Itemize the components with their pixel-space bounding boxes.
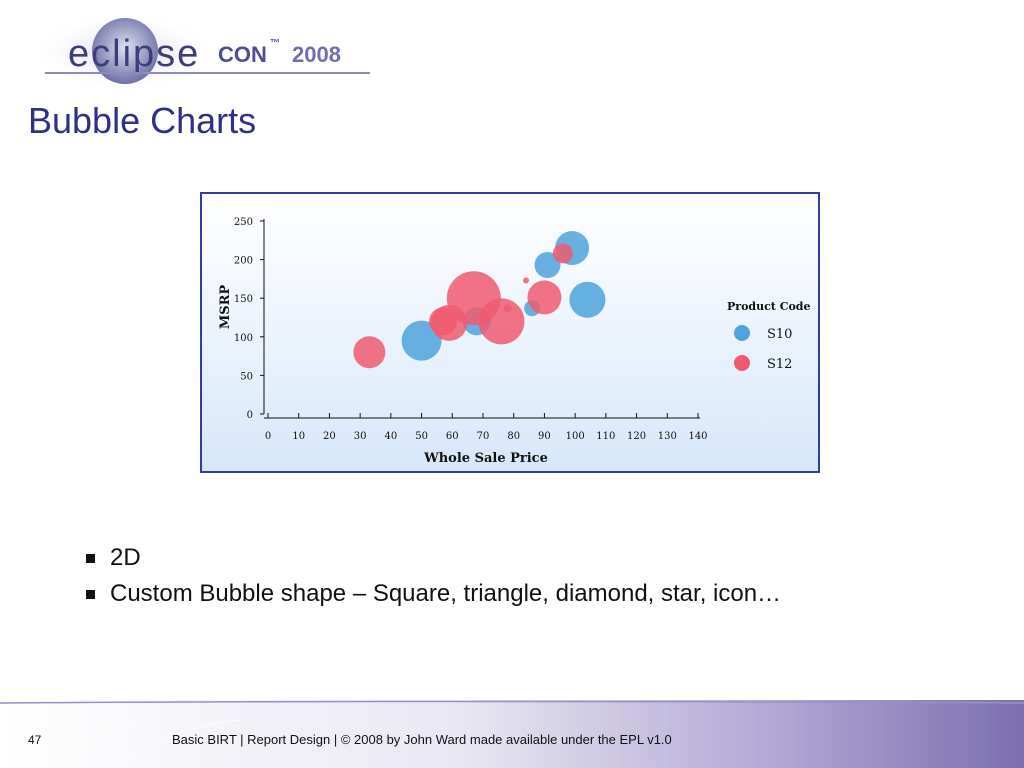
logo-year-text: 2008 bbox=[292, 42, 341, 67]
bubble-s10 bbox=[401, 320, 442, 361]
x-tick-label: 70 bbox=[477, 431, 490, 442]
bullet-square-icon bbox=[86, 590, 95, 599]
bubble-plot-area bbox=[353, 231, 606, 369]
x-tick-label: 120 bbox=[627, 431, 646, 442]
bullet-list: 2D Custom Bubble shape – Square, triangl… bbox=[86, 540, 781, 612]
x-axis-title: Whole Sale Price bbox=[423, 451, 548, 466]
bullet-text: 2D bbox=[110, 544, 141, 571]
bubble-s12 bbox=[523, 277, 529, 284]
x-tick-label: 130 bbox=[658, 431, 677, 442]
x-tick-label: 0 bbox=[265, 431, 271, 442]
slide-title: Bubble Charts bbox=[28, 100, 257, 141]
bubble-chart-svg: 0 50 100 150 200 250 0 10 20 30 40 50 60 70 80 90 100 11… bbox=[218, 217, 810, 466]
y-axis: 0 50 100 150 200 250 bbox=[234, 217, 265, 421]
legend-label-s10: S10 bbox=[767, 327, 792, 342]
logo-eclipse-text: eclipse bbox=[68, 33, 200, 75]
bubble-s12 bbox=[353, 336, 386, 369]
logo-con-text: CON bbox=[218, 42, 267, 67]
legend: Product Code S10 S12 bbox=[727, 300, 810, 372]
x-tick-label: 140 bbox=[688, 431, 707, 442]
bubble-chart: 0 50 100 150 200 250 0 10 20 30 40 50 60 70 80 90 100 11… bbox=[200, 192, 820, 473]
x-tick-label: 60 bbox=[446, 431, 459, 442]
x-axis: 0 10 20 30 40 50 60 70 80 90 100 110 120 130 140 bbox=[264, 413, 708, 442]
eclipsecon-logo: eclipse CON ™ 2008 bbox=[30, 12, 370, 90]
legend-marker-s10 bbox=[734, 325, 750, 341]
y-tick-label: 50 bbox=[240, 371, 253, 382]
y-tick-label: 0 bbox=[247, 410, 253, 421]
legend-label-s12: S12 bbox=[767, 357, 792, 372]
x-tick-label: 100 bbox=[566, 431, 585, 442]
legend-title: Product Code bbox=[727, 300, 810, 313]
y-tick-label: 100 bbox=[234, 333, 253, 344]
x-tick-label: 80 bbox=[507, 431, 520, 442]
bubble-s12 bbox=[527, 280, 562, 315]
y-tick-label: 250 bbox=[234, 217, 253, 228]
y-axis-title: MSRP bbox=[218, 285, 233, 330]
x-tick-label: 110 bbox=[596, 431, 615, 442]
page-number: 47 bbox=[28, 733, 42, 747]
x-tick-label: 40 bbox=[384, 431, 397, 442]
legend-marker-s12 bbox=[734, 355, 750, 371]
bubble-s12 bbox=[478, 298, 525, 345]
bullet-text: Custom Bubble shape – Square, triangle, … bbox=[110, 580, 782, 607]
logo-globe-icon bbox=[92, 18, 158, 84]
x-tick-label: 10 bbox=[292, 431, 305, 442]
x-tick-label: 30 bbox=[354, 431, 367, 442]
footer-band bbox=[0, 700, 1024, 768]
x-tick-label: 20 bbox=[323, 431, 336, 442]
x-tick-label: 50 bbox=[415, 431, 428, 442]
y-tick-label: 150 bbox=[234, 294, 253, 305]
bullet-item: 2D bbox=[86, 540, 781, 576]
bubble-s10 bbox=[534, 252, 561, 279]
x-tick-label: 90 bbox=[538, 431, 551, 442]
bubble-s12 bbox=[503, 304, 512, 313]
bullet-item: Custom Bubble shape – Square, triangle, … bbox=[86, 576, 781, 612]
bubble-s12 bbox=[552, 243, 573, 264]
y-tick-label: 200 bbox=[234, 256, 253, 267]
footer-text: Basic BIRT | Report Design | © 2008 by J… bbox=[172, 732, 672, 747]
bubble-s10 bbox=[569, 281, 606, 318]
logo-tm-text: ™ bbox=[270, 38, 280, 49]
bullet-square-icon bbox=[86, 554, 95, 563]
